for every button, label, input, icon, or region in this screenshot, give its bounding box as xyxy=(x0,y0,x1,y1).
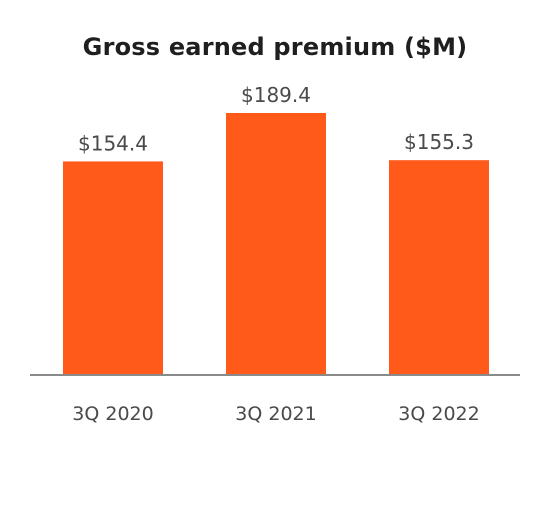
data-label: $189.4 xyxy=(241,83,311,107)
chart-title: Gross earned premium ($M) xyxy=(82,33,468,61)
bar-3q-2020 xyxy=(63,161,163,375)
x-tick-label: 3Q 2022 xyxy=(398,403,479,425)
data-label: $154.4 xyxy=(78,131,148,155)
x-tick-label: 3Q 2021 xyxy=(235,403,316,425)
data-label: $155.3 xyxy=(404,130,474,154)
bar-3q-2022 xyxy=(389,160,489,375)
x-tick-label: 3Q 2020 xyxy=(72,403,153,425)
bar-3q-2021 xyxy=(226,113,326,375)
